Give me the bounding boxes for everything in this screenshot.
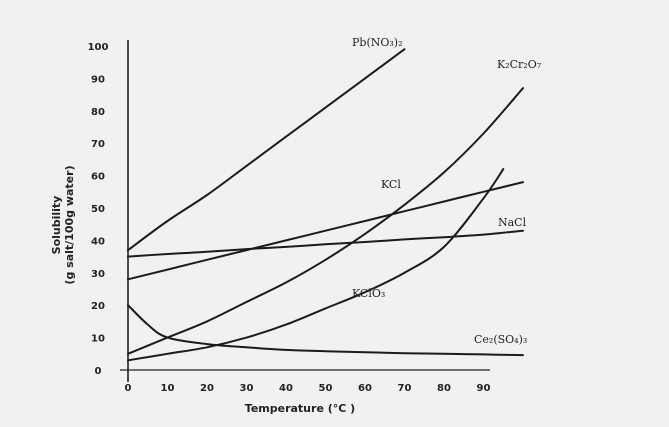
y-tick-label: 40 — [91, 236, 105, 247]
series-line-kclo3 — [127, 168, 505, 362]
x-tick-label: 0 — [125, 383, 132, 394]
x-tick-label: 30 — [240, 383, 254, 394]
x-tick-label: 50 — [319, 383, 333, 394]
axes — [120, 40, 490, 382]
series-line-k2cr2o7 — [127, 87, 524, 355]
series-label-nacl: NaCl — [498, 216, 527, 229]
series-label-ce2-so4-3: Ce₂(SO₄)₃ — [474, 333, 527, 346]
y-tick-label: 90 — [91, 74, 105, 85]
y-axis-title: Solubility (g salt/100g water) — [50, 165, 76, 284]
series-line-ce2-so4-3 — [127, 304, 524, 357]
y-tick-label: 60 — [91, 172, 105, 183]
x-tick-label: 20 — [200, 383, 214, 394]
x-tick-label: 40 — [279, 383, 293, 394]
y-axis-title-line2: (g salt/100g water) — [63, 165, 76, 284]
x-axis-title: Temperature (°C ) — [245, 402, 355, 415]
y-tick-label: 10 — [91, 334, 105, 345]
y-tick-label: 0 — [95, 366, 102, 377]
series-line-nacl — [127, 229, 524, 258]
x-tick-label: 10 — [161, 383, 175, 394]
y-tick-label: 80 — [91, 107, 105, 118]
series-label-pb-no3-2: Pb(NO₃)₂ — [352, 36, 403, 49]
y-tick-label: 20 — [91, 301, 105, 312]
y-axis-title-line1: Solubility — [50, 196, 63, 255]
x-tick-label: 70 — [398, 383, 412, 394]
y-tick-label: 50 — [91, 204, 105, 215]
y-tick-label: 30 — [91, 269, 105, 280]
series-line-kcl — [127, 181, 524, 281]
series-labels: Pb(NO₃)₂ K₂Cr₂O₇ KCl NaCl KClO₃ Ce₂(SO₄)₃ — [352, 36, 542, 346]
series-label-kclo3: KClO₃ — [352, 287, 385, 300]
series-line-pb-no3-2 — [127, 48, 406, 252]
series-label-kcl: KCl — [381, 178, 401, 191]
x-tick-label: 80 — [437, 383, 451, 394]
x-tick-label: 90 — [477, 383, 491, 394]
ticks: 0 10 20 30 40 50 60 70 80 90 100 0 10 20 30 40 50 60 70 80 9… — [88, 42, 491, 394]
y-tick-label: 100 — [88, 42, 109, 53]
series — [127, 48, 524, 362]
series-label-k2cr2o7: K₂Cr₂O₇ — [497, 58, 542, 71]
y-tick-label: 70 — [91, 139, 105, 150]
x-tick-label: 60 — [358, 383, 372, 394]
